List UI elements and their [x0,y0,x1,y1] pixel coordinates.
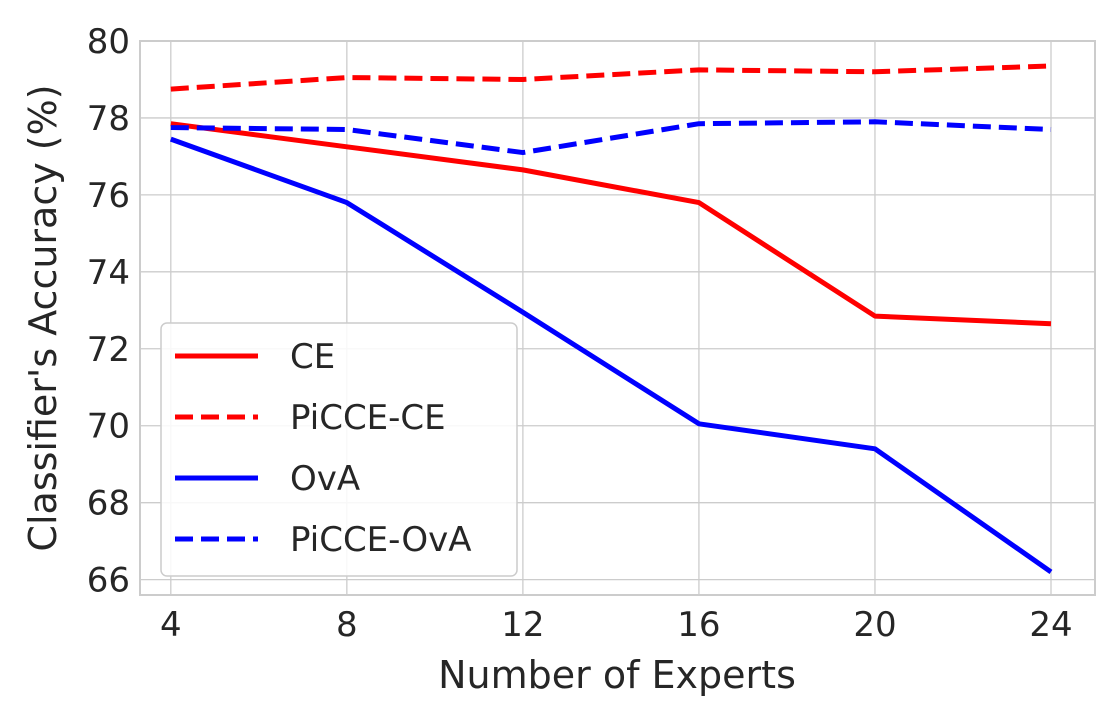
series-line-ova [169,136,1053,574]
x-tick-label: 8 [336,605,358,645]
y-tick-label: 76 [87,176,130,216]
x-tick-label: 20 [853,605,896,645]
y-axis-label: Classifier's Accuracy (%) [21,84,65,551]
x-tick-labels: 4 8 12 16 20 24 [160,605,1073,645]
x-tick-label: 4 [160,605,182,645]
x-tick-label: 24 [1029,605,1072,645]
legend-label-ce: CE [290,337,335,377]
x-axis-label: Number of Experts [438,653,796,697]
series-line-picce-ce [170,63,1052,92]
y-tick-label: 66 [87,561,130,601]
y-tick-label: 74 [87,253,130,293]
x-tick-label: 16 [677,605,720,645]
y-tick-label: 80 [87,22,130,62]
plot-frame [139,40,1096,596]
legend-label-ova: OvA [290,459,360,499]
legend-label-picce-ce: PiCCE-CE [290,398,446,438]
x-tick-label: 12 [501,605,544,645]
y-tick-label: 78 [87,99,130,139]
series-lines [169,63,1053,574]
legend-box [160,322,518,577]
y-tick-label: 70 [87,407,130,447]
legend: CE PiCCE-CE OvA PiCCE-OvA [160,322,518,577]
legend-label-picce-ova: PiCCE-OvA [290,520,472,560]
y-tick-labels: 66 68 70 72 74 76 78 80 [87,22,130,601]
series-line-picce-ova [170,119,1052,156]
series-line-ce [170,121,1052,327]
y-tick-label: 68 [87,484,130,524]
y-tick-label: 72 [87,330,130,370]
